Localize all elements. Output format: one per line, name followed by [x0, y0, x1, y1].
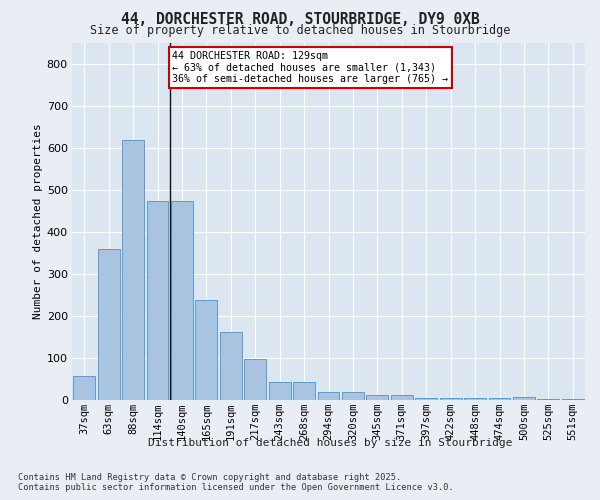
Y-axis label: Number of detached properties: Number of detached properties [32, 124, 43, 319]
Text: Size of property relative to detached houses in Stourbridge: Size of property relative to detached ho… [90, 24, 510, 37]
Bar [122, 140, 144, 400]
Bar [269, 382, 290, 400]
Bar [367, 395, 388, 400]
Bar [415, 398, 437, 400]
Bar [293, 382, 315, 400]
Text: Contains public sector information licensed under the Open Government Licence v3: Contains public sector information licen… [18, 484, 454, 492]
Bar [440, 398, 461, 400]
Bar [464, 398, 486, 400]
Text: Distribution of detached houses by size in Stourbridge: Distribution of detached houses by size … [148, 438, 512, 448]
Bar [317, 392, 340, 400]
Text: Contains HM Land Registry data © Crown copyright and database right 2025.: Contains HM Land Registry data © Crown c… [18, 472, 401, 482]
Bar [244, 359, 266, 400]
Bar [98, 248, 119, 400]
Bar [146, 201, 169, 400]
Bar [562, 398, 584, 400]
Bar [196, 300, 217, 400]
Bar [220, 332, 242, 400]
Bar [488, 398, 511, 400]
Text: 44, DORCHESTER ROAD, STOURBRIDGE, DY9 0XB: 44, DORCHESTER ROAD, STOURBRIDGE, DY9 0X… [121, 12, 479, 28]
Bar [73, 376, 95, 400]
Bar [171, 201, 193, 400]
Bar [342, 392, 364, 400]
Text: 44 DORCHESTER ROAD: 129sqm
← 63% of detached houses are smaller (1,343)
36% of s: 44 DORCHESTER ROAD: 129sqm ← 63% of deta… [172, 51, 448, 84]
Bar [538, 398, 559, 400]
Bar [391, 395, 413, 400]
Bar [513, 397, 535, 400]
